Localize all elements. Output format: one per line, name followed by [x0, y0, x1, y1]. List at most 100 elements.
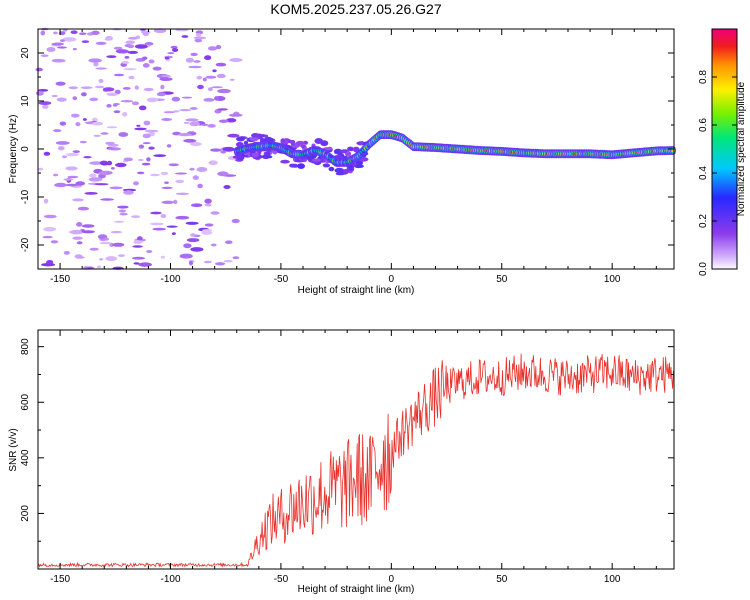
spectrogram-ridge-halo — [249, 137, 259, 142]
spectrogram-noise-cell — [148, 146, 155, 150]
spectrogram-noise-cell — [81, 92, 87, 97]
spectrogram-ridge-halo — [258, 134, 263, 138]
colorbar-step — [712, 155, 737, 158]
spectrogram-noise-cell — [95, 67, 108, 70]
spectrogram-noise-cell — [122, 87, 131, 90]
spectrogram-noise-cell — [76, 222, 83, 227]
spectrogram-noise-cell — [81, 224, 95, 228]
spectrogram-noise-cell — [89, 161, 103, 165]
spectrogram-noise-cell — [112, 242, 125, 247]
spectrogram-noise-cell — [153, 154, 167, 158]
colorbar-step — [712, 29, 737, 32]
spectrogram-noise-cell — [113, 73, 125, 77]
spectrogram-noise-cell — [175, 215, 190, 220]
spectrogram-noise-cell — [89, 173, 97, 178]
spectrogram-ridge-halo — [243, 140, 249, 145]
spectrogram-noise-cell — [164, 57, 170, 60]
spectrogram-x-tick-label: -100 — [160, 274, 180, 285]
spectrogram-noise-cell — [225, 240, 233, 244]
spectrogram-ridge-halo — [236, 136, 245, 142]
spectrogram-noise-cell — [99, 241, 112, 245]
spectrogram-noise-cell — [80, 86, 93, 89]
colorbar-step — [712, 183, 737, 186]
spectrogram-noise-cell — [105, 171, 113, 175]
spectrogram-noise-cell — [98, 78, 104, 84]
colorbar-step — [712, 215, 737, 218]
spectrogram-noise-cell — [172, 48, 179, 52]
spectrogram-noise-cell — [118, 209, 127, 213]
colorbar-step — [712, 55, 737, 58]
colorbar-step — [712, 235, 737, 238]
spectrogram-noise-cell — [72, 96, 78, 101]
colorbar-step — [712, 49, 737, 52]
colorbar-step — [712, 43, 737, 46]
colorbar-step — [712, 77, 737, 80]
spectrogram-noise-cell — [159, 77, 173, 81]
colorbar-step — [712, 253, 737, 256]
spectrogram-noise-cell — [65, 166, 78, 171]
colorbar-step — [712, 135, 737, 138]
colorbar-frame — [711, 28, 738, 270]
spectrogram-y-tick-label: -20 — [20, 237, 31, 252]
spectrogram-noise-cell — [185, 118, 199, 122]
colorbar-ticks: 0.0 0.2 0.4 0.6 0.8 — [698, 70, 737, 276]
colorbar-step — [712, 251, 737, 254]
colorbar-step — [712, 101, 737, 104]
colorbar-step — [712, 265, 737, 268]
spectrogram-noise-cell — [156, 92, 166, 97]
spectrogram-noise-cell — [63, 178, 74, 181]
spectrogram-noise-cell — [135, 35, 140, 39]
spectrogram-noise-cell — [223, 185, 231, 189]
spectrogram-noise-cell — [191, 203, 203, 207]
spectrogram-noise-cell — [128, 75, 135, 80]
spectrogram-noise-cell — [43, 227, 57, 232]
colorbar-step — [712, 79, 737, 82]
colorbar-step — [712, 53, 737, 56]
colorbar-step — [712, 93, 737, 96]
spectrogram-noise-cell — [133, 240, 143, 244]
spectrogram-noise-cell — [215, 44, 222, 50]
spectrogram-noise-cell — [118, 254, 125, 257]
colorbar-step — [712, 177, 737, 180]
colorbar-step — [712, 219, 737, 222]
spectrogram-noise-cell — [142, 142, 151, 145]
spectrogram-noise-cell — [152, 66, 162, 71]
colorbar-gradient — [712, 29, 737, 270]
snr-frame — [37, 329, 675, 570]
spectrogram-noise-cell — [113, 220, 125, 223]
colorbar-tick-label: 0.6 — [698, 118, 709, 132]
spectrogram-noise-cell — [205, 75, 217, 79]
spectrogram-noise-cell — [202, 77, 207, 82]
spectrogram-noise-cell — [118, 132, 129, 137]
spectrogram-noise-cell — [43, 214, 57, 219]
snr-y-axis-label: SNR (v/v) — [8, 428, 19, 471]
spectrogram-noise-cell — [113, 46, 123, 50]
spectrogram-noise-cell — [57, 46, 67, 49]
spectrogram-noise-cell — [65, 183, 79, 187]
spectrogram-noise-cell — [208, 160, 218, 165]
colorbar-step — [712, 161, 737, 164]
spectrogram-noise-cell — [144, 129, 159, 133]
colorbar-step — [712, 153, 737, 156]
spectrogram-x-tick-label: 50 — [496, 274, 508, 285]
spectrogram-noise-cell — [100, 162, 109, 166]
spectrogram-noise-cell — [51, 94, 58, 98]
spectrogram-noise-cell — [127, 50, 139, 54]
colorbar-step — [712, 247, 737, 250]
colorbar-step — [712, 187, 737, 190]
snr-panel: -150 -100 -50 0 50 100 200 400 600 800 Height of … — [8, 329, 675, 595]
colorbar-step — [712, 257, 737, 260]
snr-x-tick-label: 0 — [389, 574, 395, 585]
colorbar-step — [712, 185, 737, 188]
colorbar-step — [712, 129, 737, 132]
colorbar-step — [712, 73, 737, 76]
spectrogram-noise-cell — [104, 38, 113, 41]
colorbar-step — [712, 47, 737, 50]
spectrogram-noise-cell — [210, 211, 220, 215]
colorbar-step — [712, 237, 737, 240]
spectrogram-noise-cell — [84, 192, 98, 195]
spectrogram-x-tick-label: -150 — [50, 274, 70, 285]
colorbar-step — [712, 171, 737, 174]
spectrogram-noise-cell — [113, 110, 121, 114]
spectrogram-noise-cell — [142, 31, 150, 36]
